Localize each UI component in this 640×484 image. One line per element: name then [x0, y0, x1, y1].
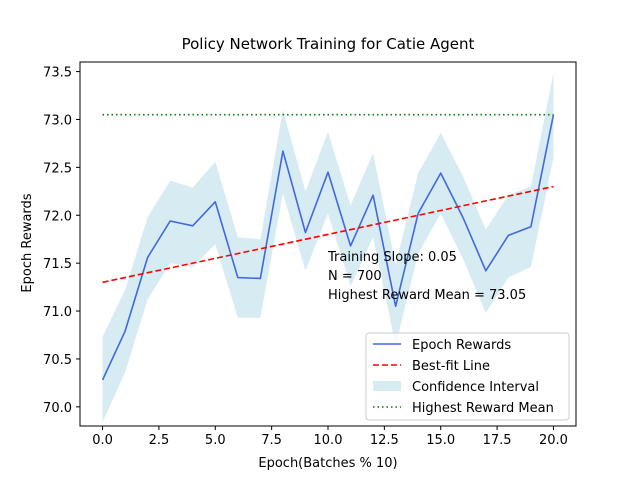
legend-swatch-confidence-interval [373, 381, 401, 391]
legend-label: Confidence Interval [412, 380, 539, 395]
legend-box [365, 332, 570, 421]
x-axis-label: Epoch(Batches % 10) [258, 456, 397, 471]
y-tick-label: 73.5 [43, 66, 72, 81]
legend-label: Best-fit Line [412, 359, 490, 374]
x-tick-label: 15.0 [426, 433, 455, 448]
y-tick-label: 71.5 [43, 257, 72, 272]
annotation-text: Training Slope: 0.05 [327, 250, 457, 265]
axes: 0.0 2.5 5.0 7.5 10.0 12.5 15.0 17.5 20.0 70.0 70.5… [43, 61, 577, 448]
legend-label: Highest Reward Mean [412, 401, 554, 416]
x-tick-label: 12.5 [370, 433, 399, 448]
annotation-text: N = 700 [328, 269, 382, 284]
x-tick-label: 0.0 [92, 433, 113, 448]
chart-title: Policy Network Training for Catie Agent [182, 35, 475, 53]
legend-label: Epoch Rewards [412, 338, 511, 353]
y-axis-label: Epoch Rewards [20, 193, 35, 292]
y-tick-label: 71.0 [43, 305, 72, 320]
best-fit-line [102, 185, 554, 284]
x-tick-label: 20.0 [539, 433, 568, 448]
epoch-rewards-line [101, 114, 555, 381]
legend: Epoch Rewards Best-fit Line Confidence Int… [365, 332, 570, 421]
annotation-text: Highest Reward Mean = 73.05 [328, 288, 526, 303]
y-tick-label: 73.0 [43, 113, 72, 128]
y-tick-label: 72.5 [43, 161, 72, 176]
x-tick-label: 17.5 [483, 433, 512, 448]
x-tick-label: 7.5 [261, 433, 282, 448]
confidence-interval-band [102, 73, 554, 423]
y-tick-label: 70.5 [43, 353, 72, 368]
plot-area [101, 73, 555, 423]
x-tick-label: 5.0 [205, 433, 226, 448]
y-tick-label: 70.0 [43, 401, 72, 416]
x-tick-label: 2.5 [149, 433, 170, 448]
y-tick-label: 72.0 [43, 209, 72, 224]
annotations: Training Slope: 0.05 N = 700 Highest Rewar… [327, 250, 526, 303]
x-tick-label: 10.0 [314, 433, 343, 448]
